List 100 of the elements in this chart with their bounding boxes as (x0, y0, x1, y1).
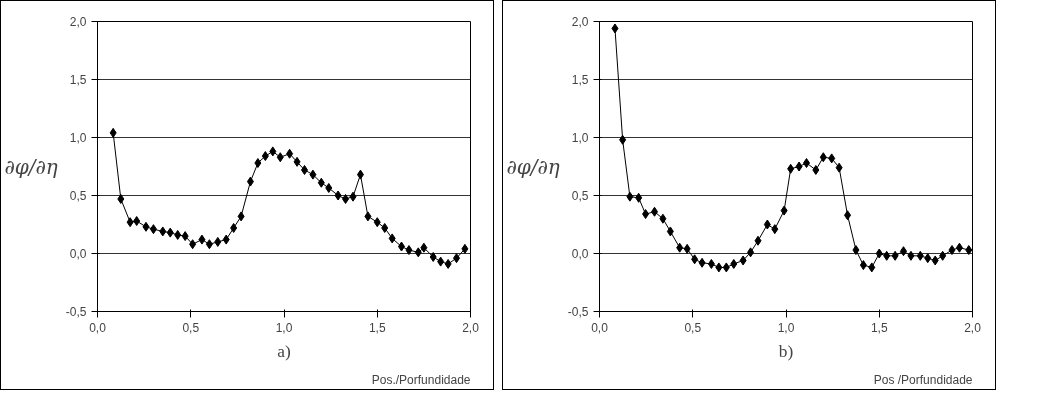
point (142, 221, 150, 232)
y-axis-title: ∂φ/∂η (506, 154, 560, 179)
point (907, 250, 915, 261)
x-tick-label: 0,5 (684, 320, 702, 335)
point (325, 182, 333, 193)
point (166, 227, 174, 238)
point (771, 224, 779, 235)
point (730, 258, 738, 269)
point (349, 191, 357, 202)
point (205, 239, 213, 250)
point (159, 226, 167, 237)
point (429, 251, 437, 262)
point (965, 245, 973, 256)
y-axis-title: ∂φ/∂η (4, 154, 58, 179)
y-tick-label: 0,5 (69, 189, 87, 203)
point (916, 250, 924, 261)
point (420, 242, 428, 253)
point (246, 176, 254, 187)
x-tick-label: 0,0 (89, 320, 107, 335)
point (715, 262, 723, 273)
point (261, 151, 269, 162)
x-tick-label: 1,0 (777, 320, 795, 335)
point (293, 156, 301, 167)
text: a) (277, 341, 291, 361)
point (301, 164, 309, 175)
point (269, 146, 277, 157)
point (868, 262, 876, 273)
point (611, 23, 619, 34)
point (276, 152, 284, 163)
point (254, 158, 262, 169)
point (883, 250, 891, 261)
point (174, 229, 182, 240)
point (835, 162, 843, 173)
point (642, 209, 650, 220)
y-tick-label: -0,5 (65, 305, 87, 319)
point (859, 260, 867, 271)
point (626, 191, 634, 202)
point (698, 257, 706, 268)
point (659, 213, 667, 224)
x-tick-label: 0,0 (591, 320, 609, 335)
point (787, 163, 795, 174)
y-tick-label: 1,5 (571, 73, 589, 87)
y-tick-label: 2,0 (571, 15, 589, 29)
x-tick-label: 2,0 (462, 320, 480, 335)
point (676, 242, 684, 253)
point (342, 193, 350, 204)
point (722, 262, 730, 273)
point (444, 258, 452, 269)
point (334, 190, 342, 201)
y-tick-label: -0,5 (567, 305, 589, 319)
point (780, 205, 788, 216)
point (309, 169, 317, 180)
point (149, 224, 157, 235)
x-tick-label: 0,5 (182, 320, 200, 335)
point (812, 164, 820, 175)
text: b) (778, 341, 794, 361)
point (126, 217, 134, 228)
x-axis-title: Pos./Porfundidade (371, 372, 471, 387)
point (819, 152, 827, 163)
point (635, 192, 643, 203)
point (364, 211, 372, 222)
point (691, 254, 699, 265)
point (437, 256, 445, 267)
y-tick-label: 0,0 (69, 247, 87, 261)
x-tick-label: 2,0 (964, 320, 982, 335)
point (747, 247, 755, 258)
point (117, 193, 125, 204)
point (189, 239, 197, 250)
point (414, 247, 422, 258)
point (109, 127, 117, 138)
point (619, 134, 627, 145)
point (803, 158, 811, 169)
point (453, 253, 461, 264)
point (356, 169, 364, 180)
y-tick-label: 1,0 (69, 131, 87, 145)
point (763, 219, 771, 230)
point (373, 217, 381, 228)
x-axis-title: Pos /Porfundidade (873, 372, 973, 387)
point (948, 245, 956, 256)
x-tick-label: 1,5 (870, 320, 888, 335)
point (754, 235, 762, 246)
point (405, 245, 413, 256)
point (381, 222, 389, 233)
y-tick-label: 1,0 (571, 131, 589, 145)
point (133, 216, 141, 227)
point (931, 255, 939, 266)
x-tick-label: 1,5 (368, 320, 386, 335)
point (924, 253, 932, 264)
point (875, 248, 883, 259)
point (317, 177, 325, 188)
point (899, 246, 907, 257)
point (828, 153, 836, 164)
point (388, 233, 396, 244)
y-tick-label: 0,5 (571, 189, 589, 203)
point (181, 231, 189, 242)
y-tick-label: 2,0 (69, 15, 87, 29)
point (198, 234, 206, 245)
point (891, 250, 899, 261)
point (852, 245, 860, 256)
point (844, 210, 852, 221)
